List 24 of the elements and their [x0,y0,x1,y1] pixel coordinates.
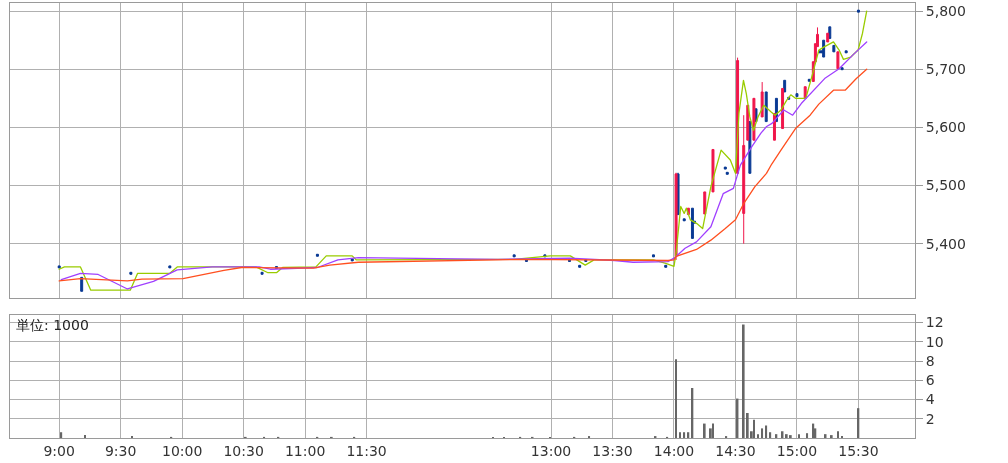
y-tick-label: 6 [925,372,935,389]
y-tick-label: 2 [925,410,935,427]
x-tick-label: 10:00 [161,442,203,459]
y-tick-label: 5,500 [925,177,966,194]
x-tick-label: 11:30 [346,442,387,459]
x-tick-label: 13:30 [592,442,633,459]
y-tick-label: 8 [925,352,935,369]
y-tick-label: 5,600 [925,119,966,136]
x-tick-label: 15:00 [776,442,818,459]
y-tick-label: 5,800 [925,3,966,20]
y-tick-label: 10 [925,333,944,350]
x-tick-label: 9:00 [43,442,75,459]
x-tick-label: 9:30 [104,442,137,459]
x-tick-label: 11:00 [284,442,326,459]
x-tick-label: 10:30 [223,442,264,459]
x-tick-label: 14:30 [715,442,756,459]
annotation: 単位: 1000 [16,317,89,333]
x-tick-label: 14:00 [653,442,695,459]
y-tick-label: 5,400 [925,235,966,252]
y-tick-label: 5,700 [925,61,966,78]
y-tick-label: 4 [925,391,935,408]
x-tick-label: 15:30 [838,442,879,459]
y-tick-label: 12 [925,314,944,331]
x-tick-label: 13:00 [530,442,572,459]
